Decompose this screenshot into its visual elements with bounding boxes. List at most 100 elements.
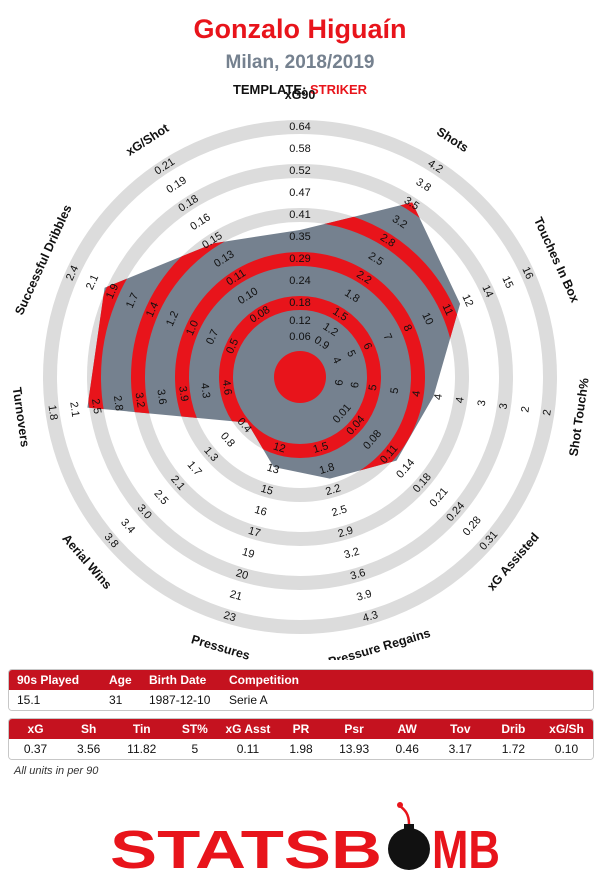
radar-tick-label: 1.0 [184, 319, 201, 338]
radar-tick-label: 0.41 [289, 209, 310, 221]
radar-tick-label: 2.9 [337, 524, 355, 540]
stats-value-cell: 1.98 [289, 742, 313, 756]
radar-tick-label: 4.6 [220, 379, 234, 396]
radar-tick-label: 1.9 [104, 282, 121, 301]
template-line: TEMPLATE: STRIKER [0, 82, 600, 97]
radar-tick-label: 16 [253, 504, 268, 519]
radar-tick-label: 2.5 [330, 503, 348, 519]
radar-metric-label: xG90 [285, 88, 316, 102]
radar-tick-label: 0.7 [204, 328, 221, 347]
info-table-row: 15.1 31 1987-12-10 Serie A [9, 690, 593, 710]
stats-value-cell: 0.37 [23, 742, 48, 756]
radar-tick-label: 2 [519, 406, 532, 414]
info-value-cell: Serie A [229, 693, 268, 707]
info-header-cell: Competition [229, 673, 299, 687]
radar-tick-label: 5 [389, 387, 402, 395]
radar-tick-label: 1.5 [312, 440, 330, 456]
radar-tick-label: 6 [361, 341, 374, 352]
template-value: STRIKER [309, 82, 368, 97]
info-table: 90s Played Age Birth Date Competition 15… [8, 669, 594, 711]
stats-value-cell: 3.56 [76, 742, 101, 756]
radar-metric-label: xG/Shot [124, 121, 173, 159]
radar-tick-label: 3.8 [414, 176, 433, 194]
radar-tick-label: 1.8 [318, 461, 336, 477]
radar-tick-label: 0.29 [289, 253, 310, 265]
stats-value-cell: 13.93 [339, 742, 370, 756]
stats-value-cell: 3.17 [448, 742, 472, 756]
radar-tick-label: 2.5 [151, 488, 170, 507]
stats-header-cell: Tin [132, 722, 151, 736]
radar-tick-label: 4 [330, 355, 343, 366]
radar-tick-label: 6 [333, 379, 346, 387]
radar-tick-label: 4 [410, 390, 423, 398]
radar-tick-label: 1.4 [144, 300, 161, 319]
info-value-cell: 1987-12-10 [149, 693, 211, 707]
stats-value-cell: 5 [191, 742, 199, 756]
value-ring [87, 202, 461, 479]
radar-tick-label: 3.6 [349, 567, 367, 583]
radar-tick-label: 0.16 [188, 211, 213, 233]
radar-tick-label: 6 [349, 381, 362, 389]
radar-metric-label: Pressure Regains [327, 626, 432, 660]
info-header-cell: Birth Date [149, 673, 207, 687]
stats-header-cell: Drib [501, 722, 526, 736]
radar-tick-label: 15 [259, 483, 274, 498]
radar-tick-label: 5 [344, 348, 357, 359]
radar-tick-label: 8 [401, 323, 414, 334]
radar-tick-label: 15 [499, 274, 515, 290]
stats-header-cell: PR [292, 722, 310, 736]
info-header-cell: Age [109, 673, 132, 687]
radar-tick-label: 0.06 [289, 331, 310, 343]
radar-tick-label: 17 [247, 525, 262, 540]
template-label: TEMPLATE: [232, 82, 307, 97]
radar-tick-label: 0.24 [289, 275, 310, 287]
info-header-cell: 90s Played [17, 673, 80, 687]
stats-header-cell: xG/Sh [549, 722, 584, 736]
stats-table-row: 0.37 3.56 11.82 5 0.11 1.98 13.93 0.46 3… [9, 739, 593, 759]
radar-tick-label: 1.7 [185, 459, 204, 478]
stats-value-cell: 0.46 [395, 742, 419, 756]
stats-table-header: xG Sh Tin ST% xG Asst PR Psr AW Tov Drib… [9, 719, 593, 739]
radar-tick-label: 2.5 [89, 398, 103, 415]
value-ring [219, 296, 381, 458]
radar-tick-label: 0.21 [428, 485, 451, 509]
stats-header-cell: AW [397, 722, 417, 736]
radar-tick-label: 21 [228, 588, 243, 603]
radar-tick-label: 0.5 [224, 337, 241, 356]
radar-tick-label: 1.8 [45, 404, 59, 421]
stats-value-cell: 11.82 [127, 742, 157, 756]
radar-tick-label: 0.47 [289, 187, 310, 199]
radar-tick-label: 23 [222, 609, 237, 624]
radar-tick-label: 4 [432, 393, 445, 401]
radar-tick-label: 2.1 [67, 401, 81, 418]
stats-header-cell: xG [27, 722, 44, 736]
radar-tick-label: 12 [459, 293, 475, 309]
radar-tick-label: 5 [367, 384, 380, 392]
logo-text-part2: MB [432, 820, 500, 880]
radar-tick-label: 16 [519, 265, 535, 281]
radar-tick-label: 3.9 [355, 588, 373, 604]
radar-tick-label: 0.8 [218, 430, 237, 449]
radar-tick-label: 2.4 [64, 264, 81, 283]
radar-tick-label: 0.58 [289, 143, 310, 155]
logo-text-part1: STATSB [110, 820, 382, 880]
player-name-title: Gonzalo Higuaín [193, 14, 407, 44]
grid-ring [43, 120, 557, 634]
radar-tick-label: 2 [541, 409, 554, 417]
radar-tick-label: 1.7 [124, 291, 141, 310]
radar-tick-label: 0.64 [289, 121, 310, 133]
radar-tick-label: 0.19 [164, 174, 189, 196]
stats-value-cell: 0.10 [554, 742, 579, 756]
value-ring [175, 252, 425, 479]
units-footnote: All units in per 90 [14, 765, 99, 777]
radar-tick-label: 3.6 [154, 388, 168, 405]
radar-tick-label: 3.2 [133, 392, 147, 409]
radar-tick-label: 11 [440, 302, 456, 317]
radar-tick-label: 3 [498, 402, 511, 410]
radar-tick-label: 4.3 [361, 609, 379, 625]
statsbomb-logo: STATSB MB [110, 802, 500, 880]
radar-metric-label: Shots [434, 125, 471, 156]
radar-tick-label: 0.18 [289, 297, 310, 309]
stats-header-cell: Sh [80, 722, 97, 736]
radar-chart: 0.640.580.520.470.410.350.290.240.180.12… [10, 88, 592, 660]
